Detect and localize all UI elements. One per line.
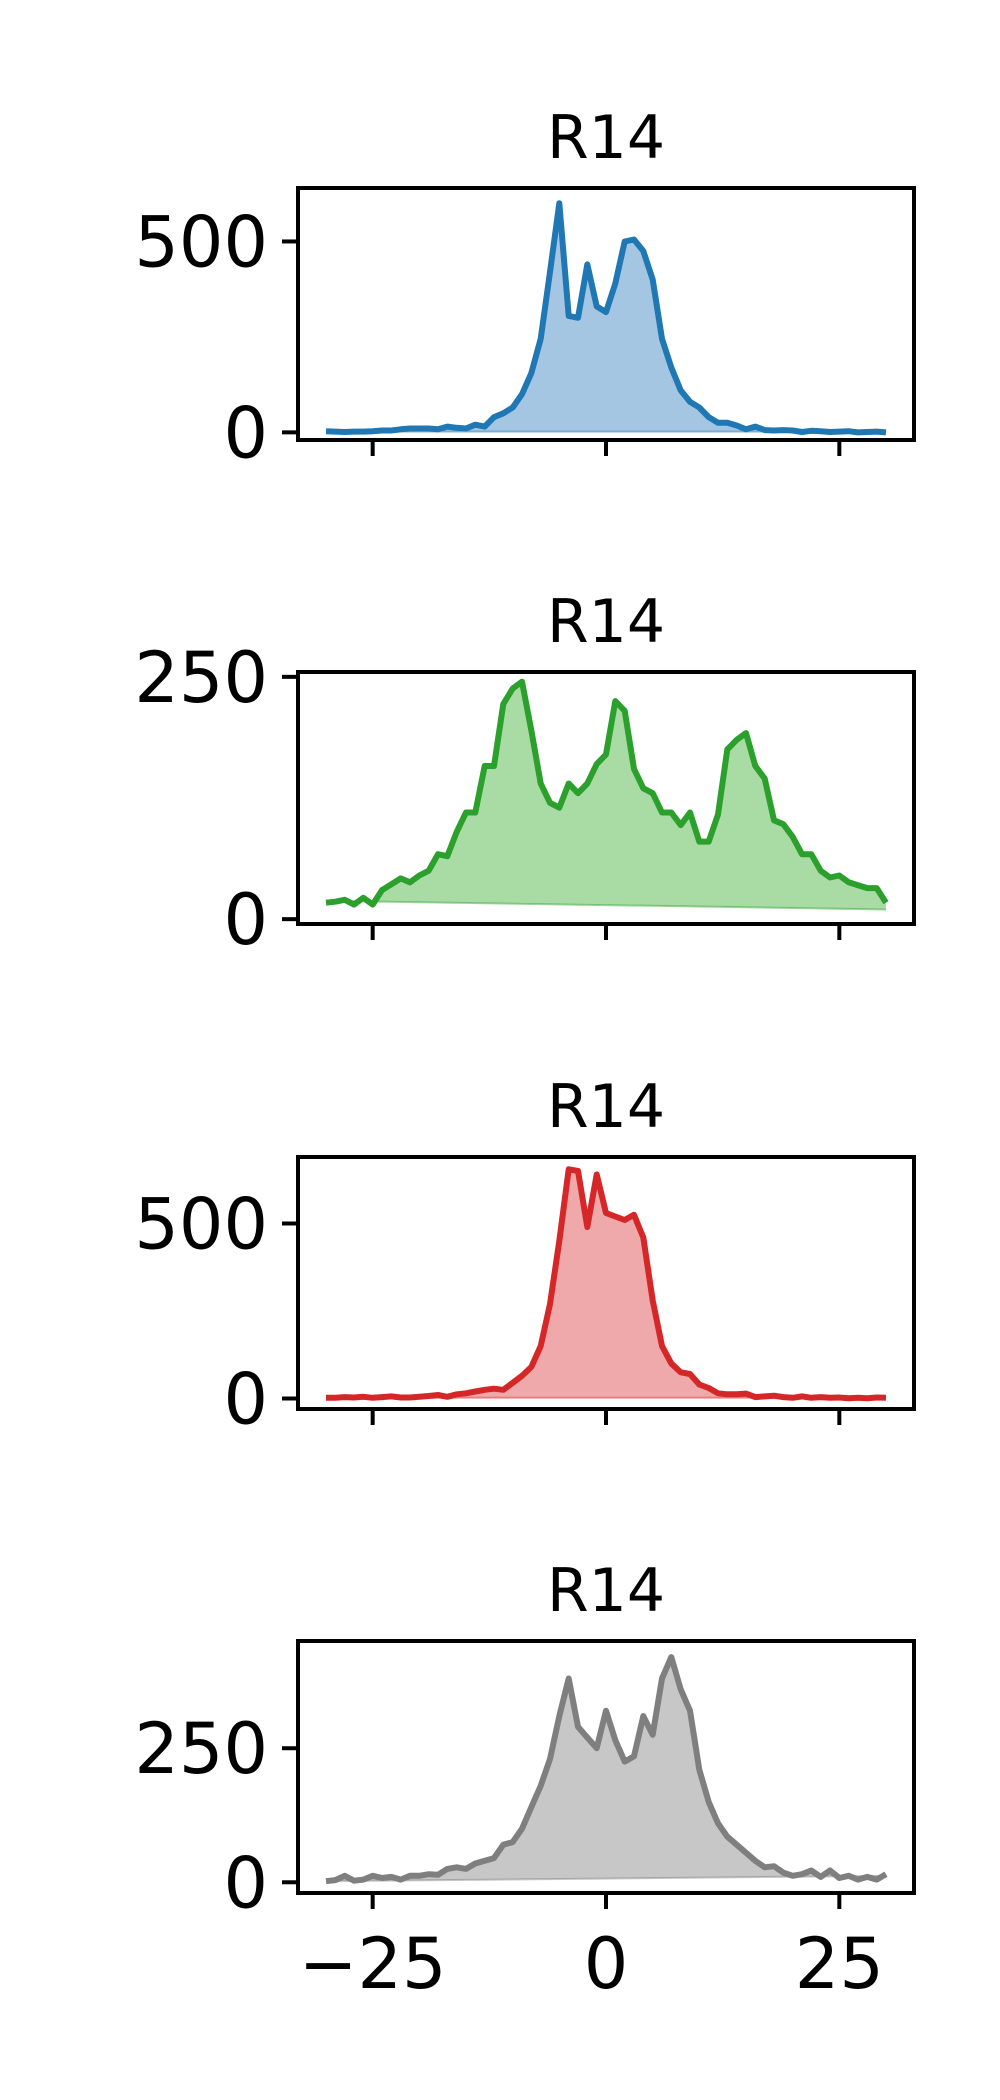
- y-tick-label: 0: [223, 392, 268, 474]
- y-tick-label: 0: [223, 1359, 268, 1441]
- series-line: [325, 1654, 888, 1885]
- panel-2: R14 0 250: [134, 587, 916, 961]
- y-tick-label: 0: [223, 1842, 268, 1924]
- area-fill: [326, 203, 886, 433]
- panel-title: R14: [547, 587, 665, 657]
- y-tick-label: 250: [134, 1708, 268, 1790]
- panel-1: R14 0 500: [134, 103, 916, 474]
- x-tick-label: 0: [584, 1923, 629, 2005]
- y-tick-label: 0: [223, 879, 268, 961]
- x-tick-label: 25: [795, 1923, 884, 2005]
- series-line: [325, 678, 889, 908]
- x-tick-label: −25: [299, 1923, 447, 2005]
- area-fill: [326, 1169, 886, 1399]
- panel-title: R14: [547, 1556, 665, 1626]
- area-fill: [326, 1657, 886, 1882]
- panel-4: R14 0 250 −25 0 25: [134, 1556, 916, 2005]
- y-tick-label: 250: [134, 637, 268, 719]
- area-fill: [326, 681, 886, 910]
- series-line: [325, 200, 887, 436]
- series-line: [326, 1166, 887, 1402]
- y-tick-label: 500: [134, 1184, 268, 1266]
- panel-title: R14: [547, 1072, 665, 1142]
- y-tick-label: 500: [134, 201, 268, 283]
- baseline-line: [325, 899, 887, 911]
- panels: R14 0 500 R14 0 250 R14 0 500 R14 0 250 −25 0 25: [134, 103, 916, 2005]
- panel-title: R14: [547, 103, 665, 173]
- panel-3: R14 0 500: [134, 1072, 916, 1441]
